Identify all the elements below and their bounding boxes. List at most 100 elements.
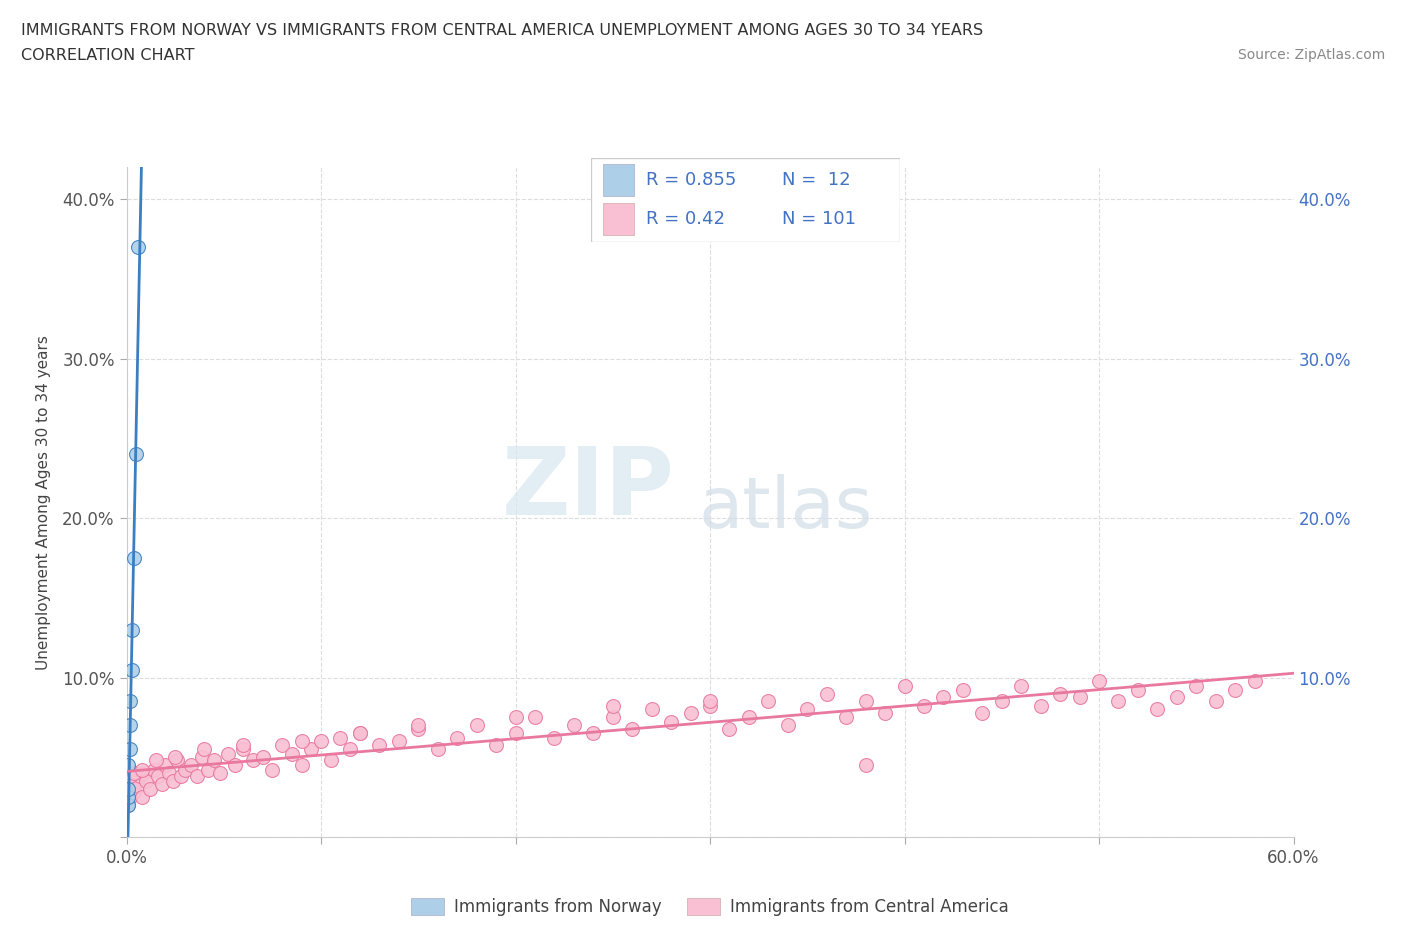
Point: [738, 710, 761, 724]
Point: [193, 742, 215, 757]
Point: [142, 763, 165, 777]
Point: [1223, 683, 1246, 698]
Point: [426, 742, 449, 757]
Point: [1108, 694, 1130, 709]
Text: R = 0.855: R = 0.855: [647, 171, 737, 189]
Point: [329, 731, 352, 746]
Point: [485, 737, 508, 752]
Point: [117, 798, 139, 813]
Point: [582, 726, 605, 741]
Point: [408, 721, 430, 736]
Point: [166, 753, 188, 768]
Point: [718, 721, 741, 736]
Point: [125, 447, 148, 462]
Point: [368, 737, 391, 752]
Point: [505, 710, 527, 724]
Point: [972, 705, 994, 720]
Point: [232, 742, 254, 757]
Point: [157, 765, 180, 780]
FancyBboxPatch shape: [591, 158, 900, 242]
Legend: Immigrants from Norway, Immigrants from Central America: Immigrants from Norway, Immigrants from …: [405, 891, 1015, 923]
Point: [121, 662, 143, 677]
Point: [120, 718, 142, 733]
Point: [180, 758, 202, 773]
Point: [699, 698, 721, 713]
Point: [990, 694, 1012, 709]
Point: [120, 742, 142, 757]
Text: N = 101: N = 101: [782, 210, 856, 228]
Point: [1166, 689, 1188, 704]
Point: [659, 715, 682, 730]
Text: ZIP: ZIP: [502, 443, 675, 535]
Point: [309, 734, 332, 749]
Point: [139, 782, 162, 797]
Point: [208, 765, 231, 780]
Point: [349, 726, 371, 741]
Point: [155, 758, 177, 773]
Point: [165, 750, 187, 764]
Point: [131, 763, 153, 777]
Point: [1243, 673, 1265, 688]
Point: [641, 702, 664, 717]
Point: [262, 763, 284, 777]
Text: atlas: atlas: [699, 474, 873, 543]
Point: [815, 686, 838, 701]
Point: [562, 718, 585, 733]
Point: [124, 765, 146, 780]
Point: [339, 742, 361, 757]
Point: [127, 778, 149, 793]
Point: [855, 694, 877, 709]
Point: [1126, 683, 1149, 698]
Point: [523, 710, 546, 724]
Point: [388, 734, 411, 749]
Y-axis label: Unemployment Among Ages 30 to 34 years: Unemployment Among Ages 30 to 34 years: [37, 335, 51, 670]
Point: [120, 694, 142, 709]
Point: [1029, 698, 1052, 713]
Point: [117, 798, 139, 813]
Point: [191, 750, 214, 764]
Point: [465, 718, 488, 733]
Point: [124, 785, 146, 800]
Point: [197, 763, 219, 777]
FancyBboxPatch shape: [603, 204, 634, 235]
Text: IMMIGRANTS FROM NORWAY VS IMMIGRANTS FROM CENTRAL AMERICA UNEMPLOYMENT AMONG AGE: IMMIGRANTS FROM NORWAY VS IMMIGRANTS FRO…: [21, 23, 983, 38]
Point: [120, 769, 142, 784]
Point: [242, 753, 264, 768]
Point: [893, 678, 915, 693]
Point: [186, 769, 208, 784]
Point: [1146, 702, 1168, 717]
Point: [125, 774, 148, 789]
Point: [952, 683, 974, 698]
Point: [1049, 686, 1071, 701]
Point: [756, 694, 779, 709]
Point: [127, 240, 149, 255]
Point: [281, 747, 304, 762]
Point: [446, 731, 468, 746]
Point: [932, 689, 955, 704]
Point: [875, 705, 897, 720]
Point: [174, 763, 197, 777]
Point: [252, 750, 274, 764]
Text: R = 0.42: R = 0.42: [647, 210, 725, 228]
Point: [117, 782, 139, 797]
Point: [1185, 678, 1208, 693]
Text: CORRELATION CHART: CORRELATION CHART: [21, 48, 194, 63]
Text: N =  12: N = 12: [782, 171, 851, 189]
Point: [1069, 689, 1091, 704]
Point: [835, 710, 858, 724]
Point: [124, 551, 146, 565]
Point: [912, 698, 935, 713]
Point: [290, 758, 312, 773]
Point: [217, 747, 239, 762]
Point: [146, 769, 169, 784]
Point: [699, 694, 721, 709]
Point: [162, 774, 184, 789]
Point: [679, 705, 702, 720]
Point: [290, 734, 312, 749]
Point: [1205, 694, 1227, 709]
Point: [117, 790, 139, 804]
Point: [145, 753, 167, 768]
Point: [129, 769, 152, 784]
Point: [170, 769, 193, 784]
Point: [121, 782, 143, 797]
